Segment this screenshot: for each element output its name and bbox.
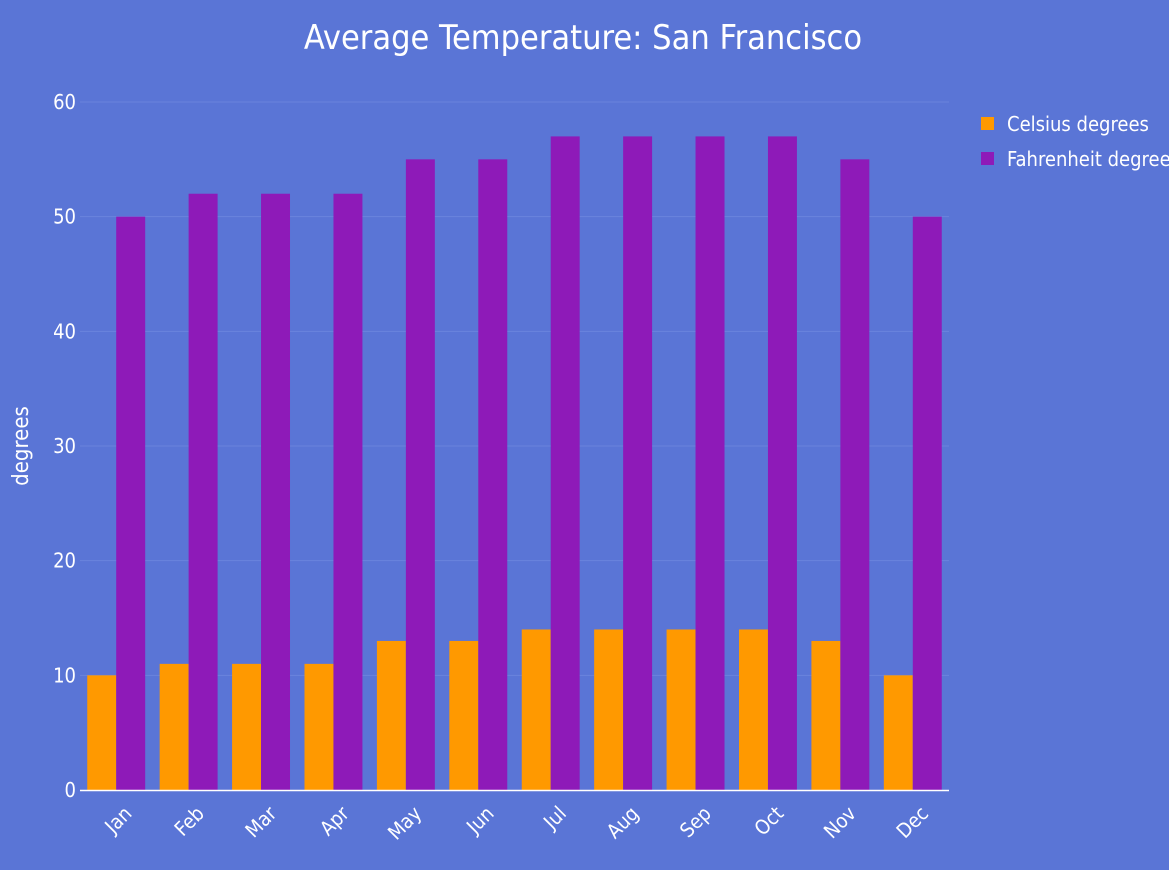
bar-celsius-jun[interactable] [449, 640, 479, 790]
bar-celsius-aug[interactable] [594, 629, 624, 790]
bar-celsius-may[interactable] [376, 640, 406, 790]
bar-fahrenheit-apr[interactable] [333, 193, 363, 790]
bar-celsius-jul[interactable] [521, 629, 551, 790]
bar-fahrenheit-feb[interactable] [188, 193, 218, 790]
x-tick-label-apr: Apr [315, 801, 354, 840]
bar-celsius-mar[interactable] [232, 663, 262, 790]
bar-celsius-apr[interactable] [304, 663, 334, 790]
x-tick-label-mar: Mar [240, 801, 281, 842]
legend-swatch[interactable] [981, 152, 994, 165]
bar-celsius-dec[interactable] [883, 675, 913, 790]
y-tick-label: 20 [53, 549, 76, 573]
y-tick-label: 30 [53, 434, 76, 458]
legend-swatch[interactable] [981, 117, 994, 130]
x-tick-label-oct: Oct [749, 801, 788, 840]
bar-fahrenheit-may[interactable] [405, 159, 435, 791]
bar-celsius-nov[interactable] [811, 640, 841, 790]
bars [87, 136, 942, 791]
y-axis-label: degrees [9, 406, 34, 486]
x-tick-label-feb: Feb [169, 801, 208, 840]
x-tick-label-jul: Jul [538, 801, 571, 834]
bar-fahrenheit-oct[interactable] [767, 136, 797, 790]
bar-celsius-feb[interactable] [159, 663, 189, 790]
bar-fahrenheit-mar[interactable] [261, 193, 291, 790]
x-tick-label-aug: Aug [602, 801, 644, 843]
y-tick-label: 60 [53, 90, 76, 114]
bar-fahrenheit-sep[interactable] [695, 136, 725, 790]
bar-fahrenheit-aug[interactable] [623, 136, 653, 790]
bar-fahrenheit-nov[interactable] [840, 159, 870, 791]
bar-celsius-sep[interactable] [666, 629, 696, 790]
x-tick-label-sep: Sep [675, 801, 716, 842]
bar-celsius-jan[interactable] [87, 675, 117, 790]
gridlines [80, 101, 949, 676]
y-tick-label: 0 [65, 778, 76, 802]
x-tick-label-nov: Nov [819, 801, 861, 843]
y-axis-ticks: 0 10 20 30 40 50 60 [53, 90, 76, 802]
legend-label[interactable]: Celsius degrees [1007, 112, 1149, 136]
legend: Celsius degrees Fahrenheit degrees [981, 112, 1169, 171]
x-tick-label-may: May [383, 801, 427, 845]
x-tick-label-jun: Jun [461, 801, 499, 839]
x-axis-ticks: Jan Feb Mar Apr May Jun Jul Aug Sep Oct Nov Dec [99, 801, 933, 845]
chart-title: Average Temperature: San Francisco [304, 18, 862, 58]
legend-label[interactable]: Fahrenheit degrees [1007, 147, 1169, 171]
y-tick-label: 50 [53, 205, 76, 229]
bar-fahrenheit-dec[interactable] [912, 216, 942, 790]
y-tick-label: 40 [53, 319, 76, 343]
bar-fahrenheit-jan[interactable] [116, 216, 146, 790]
y-tick-label: 10 [53, 663, 76, 687]
x-tick-label-jan: Jan [99, 801, 136, 838]
bar-fahrenheit-jul[interactable] [550, 136, 580, 790]
bar-fahrenheit-jun[interactable] [478, 159, 508, 791]
bar-celsius-oct[interactable] [738, 629, 768, 790]
x-tick-label-dec: Dec [891, 801, 933, 843]
